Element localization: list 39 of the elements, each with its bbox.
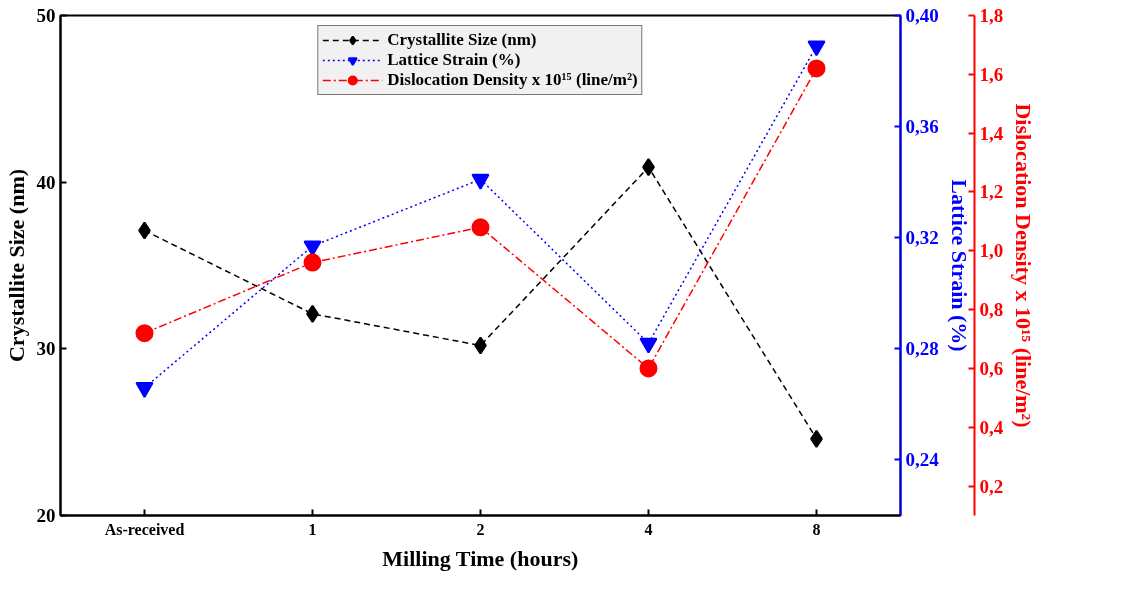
y3-tick-label: 0,8 [979,299,1004,321]
x-tick-label: As-received [104,520,185,538]
y3-tick-label: 0,4 [979,416,1004,438]
y2-tick-label: 0,36 [905,116,939,138]
y3-tick-label: 1,0 [979,240,1004,262]
point [471,218,490,237]
y-axis-title: Crystallite Size (nm) [3,168,29,363]
y2-tick-label: 0,32 [905,227,939,249]
point [135,324,154,343]
point [807,40,826,57]
y3-tick-label: 0,6 [979,357,1004,379]
legend-label: Lattice Strain (%) [387,50,521,70]
y3-tick-label: 1,8 [979,5,1004,26]
y-tick-label: 30 [36,338,56,360]
point [639,337,658,354]
y3-tick-label: 1,4 [979,122,1004,144]
y2-tick-label: 0,24 [905,449,940,471]
legend-label: Crystallite Size (nm) [387,30,537,50]
point [807,59,826,78]
x-tick-label: 4 [644,520,653,538]
y2-axis-title: Lattice Strain (%) [946,179,972,352]
y-tick-label: 50 [36,5,56,26]
x-tick-label: 8 [812,520,821,538]
y-tick-label: 20 [36,505,56,526]
y-tick-label: 40 [36,171,56,193]
point [135,382,154,398]
point [471,173,490,190]
x-tick-label: 2 [476,520,485,538]
x-tick-label: 1 [308,520,317,538]
y2-tick-label: 0,40 [905,5,939,26]
y3-tick-label: 1,6 [979,63,1004,85]
legend-label: Dislocation Density x 10¹⁵ (line/m²) [387,70,638,90]
point [303,253,322,272]
y3-tick-label: 0,2 [979,475,1004,497]
x-axis-title: Milling Time (hours) [382,545,579,571]
y2-tick-label: 0,28 [905,338,939,360]
y3-tick-label: 1,2 [979,181,1004,203]
y3-axis-title: Dislocation Density x 10¹⁵ (line/m²) [1011,103,1037,428]
point [639,359,658,378]
